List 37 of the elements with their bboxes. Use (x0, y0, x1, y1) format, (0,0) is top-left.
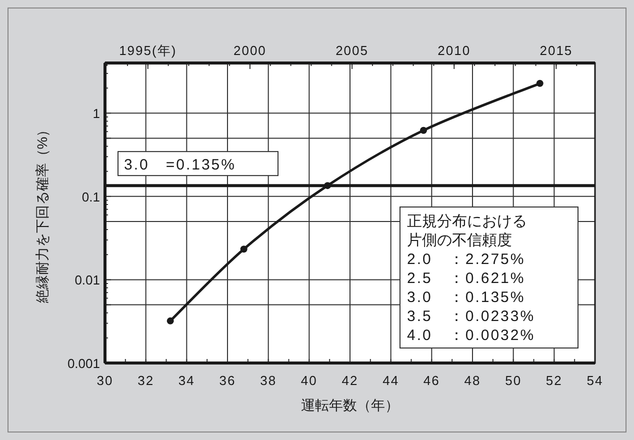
x2-tick-label: 2005 (336, 43, 369, 58)
y-tick-label: 1 (92, 106, 100, 122)
x-tick-label: 32 (138, 373, 154, 388)
annotation: 正規分布における (407, 213, 527, 230)
point (324, 182, 332, 190)
x2-tick-label: 1995(年) (119, 43, 177, 58)
x-tick-label: 54 (586, 373, 604, 388)
x-tick-label: 36 (219, 373, 236, 388)
y-tick-label: 0.01 (74, 272, 100, 288)
point (420, 126, 427, 134)
annotation: 4.0 ：0.0032% (407, 327, 536, 344)
y-tick-label: 0.1 (82, 189, 100, 204)
annotation: 2.0 ：2.275% (407, 251, 526, 268)
x-tick-label: 48 (464, 373, 481, 388)
x2-tick-label: 2000 (233, 43, 266, 58)
annotation: 3.5 ：0.0233% (407, 308, 536, 325)
y-axis-title: 絶縁耐力を下回る確率（%） (34, 122, 50, 304)
x-tick-label: 38 (260, 373, 277, 388)
x-tick-label: 40 (300, 373, 318, 388)
point (166, 317, 174, 324)
annotation: 3.0 ：0.135% (407, 289, 526, 306)
x-axis-title: 運転年数（年） (301, 397, 399, 413)
x2-tick-label: 2010 (438, 43, 471, 58)
x-tick-label: 46 (423, 373, 440, 388)
x-tick-label: 42 (342, 373, 358, 388)
x-tick-label: 34 (178, 373, 195, 388)
x-tick-label: 44 (382, 373, 400, 388)
y-tick-label: 0.001 (67, 356, 100, 371)
x-tick-label: 30 (96, 373, 114, 388)
x-tick-label: 52 (546, 373, 562, 388)
ref-line-label: 3.0 =0.135% (124, 156, 236, 174)
x-tick-label: 50 (505, 373, 522, 388)
annotation: 片側の不信頼度 (407, 232, 512, 249)
point (240, 246, 248, 253)
point (536, 80, 544, 87)
x2-tick-label: 2015 (540, 43, 573, 58)
annotation: 2.5 ：0.621% (407, 270, 526, 287)
